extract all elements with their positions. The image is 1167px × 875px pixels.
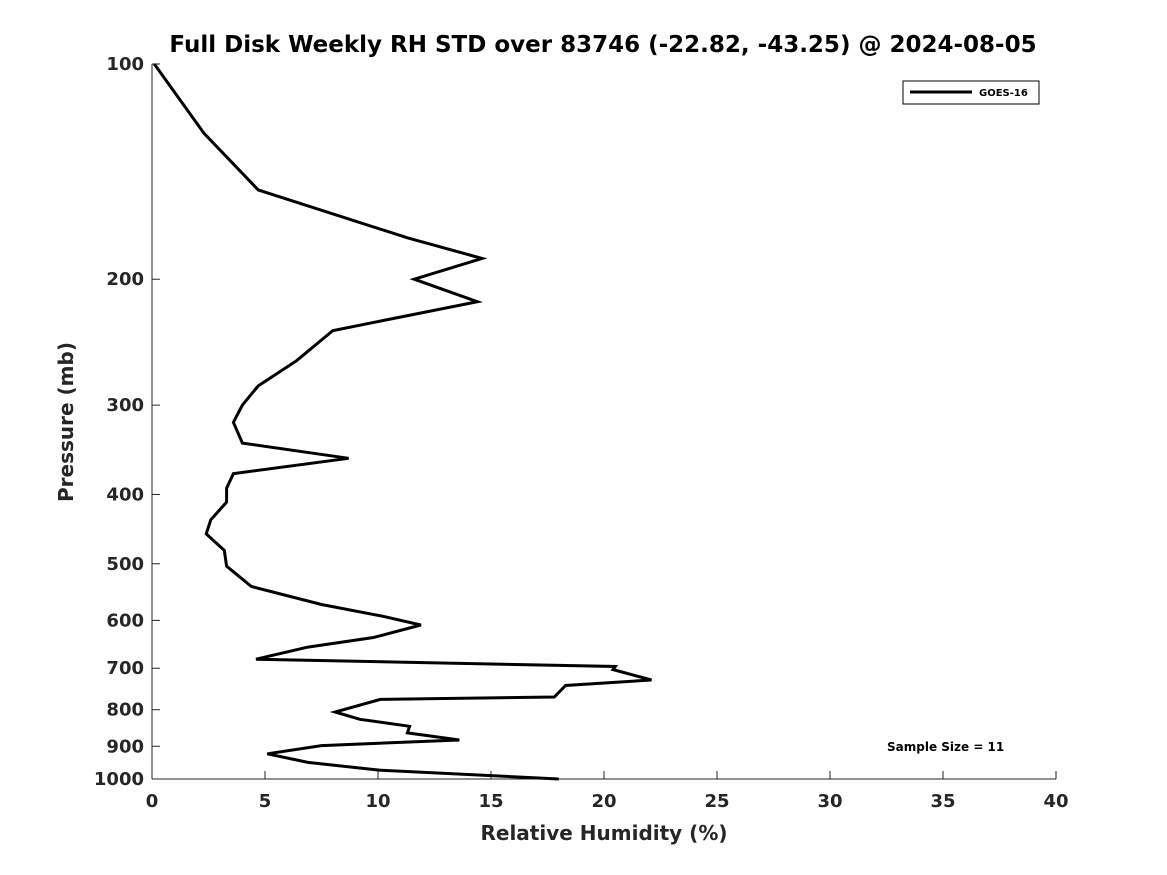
plot-area [151,64,1056,780]
y-tick-label: 300 [106,395,144,416]
x-tick-label: 40 [1043,791,1068,812]
legend-label-goes-16: GOES-16 [979,88,1028,99]
x-tick-label: 0 [146,791,159,812]
series-line-goes-16 [153,63,652,781]
legend: GOES-16 [902,80,1040,105]
chart-title: Full Disk Weekly RH STD over 83746 (-22.… [169,32,1036,58]
y-tick-label: 800 [106,700,144,721]
y-ticks: 100 200 300 400 500 600 700 800 900 1000 [94,54,160,790]
x-tick-label: 35 [930,791,955,812]
y-axis-label: Pressure (mb) [54,342,78,502]
y-tick-label: 500 [106,554,144,575]
x-tick-label: 10 [365,791,390,812]
x-axis-label: Relative Humidity (%) [480,821,727,845]
x-tick-label: 25 [704,791,729,812]
x-ticks: 0 5 10 15 20 25 30 35 40 [146,771,1069,812]
x-tick-label: 20 [591,791,616,812]
sample-size-annotation: Sample Size = 11 [887,740,1004,754]
y-tick-label: 900 [106,736,144,757]
y-tick-label: 200 [106,269,144,290]
x-tick-label: 30 [817,791,842,812]
y-tick-label: 700 [106,658,144,679]
y-tick-label: 100 [106,54,144,75]
y-tick-label: 400 [106,484,144,505]
y-tick-label: 1000 [94,769,144,790]
series-layer [153,63,652,781]
x-tick-label: 5 [259,791,272,812]
y-tick-label: 600 [106,610,144,631]
x-tick-label: 15 [478,791,503,812]
